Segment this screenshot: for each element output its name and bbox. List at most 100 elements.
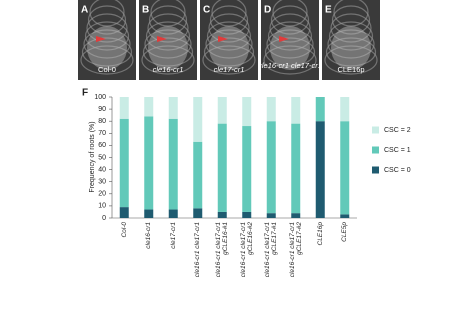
panel-letter: B — [142, 5, 149, 16]
y-axis-label: Frequency of roots (%) — [89, 121, 96, 192]
y-tick-label: 70 — [98, 130, 106, 137]
bar-segment — [340, 97, 350, 122]
legend-swatch — [372, 126, 379, 134]
bar-segment — [144, 97, 154, 117]
legend-swatch — [372, 146, 379, 154]
cell-texture — [266, 29, 314, 59]
arrow — [279, 36, 289, 42]
cell-texture — [142, 37, 194, 67]
y-tick-label: 10 — [98, 203, 106, 210]
y-tick-label: 60 — [98, 142, 106, 149]
cell-texture — [203, 37, 255, 67]
bar-segment — [119, 118, 129, 208]
bar-segment — [315, 121, 325, 218]
arrow — [157, 36, 167, 42]
cell-texture — [86, 13, 128, 43]
bar-segment — [266, 97, 276, 122]
x-tick-label: CLE5p — [341, 222, 349, 242]
cell-texture — [325, 37, 377, 67]
bar-segment — [291, 213, 301, 218]
cell-texture — [327, 29, 375, 59]
cell-texture — [84, 21, 130, 51]
panel-caption: cle17-cr1 — [214, 65, 245, 74]
bar-segment — [291, 123, 301, 214]
cell-texture — [331, 5, 371, 35]
x-tick-label: CLE16p — [316, 222, 324, 246]
cell-texture — [81, 37, 133, 67]
bar-segment — [315, 97, 325, 122]
bar-segment — [168, 97, 178, 119]
bar-segment — [168, 118, 178, 210]
panel-letter: E — [325, 5, 332, 16]
x-tick-label: cle16-cr1 cle17-cr1 gCLE17-#1 — [264, 222, 279, 278]
bar-segment — [242, 211, 252, 218]
cell-texture — [150, 0, 186, 27]
panel-caption: CLE16p — [337, 65, 364, 74]
bar-segment — [217, 123, 227, 212]
cell-texture — [205, 29, 253, 59]
legend-label: CSC = 0 — [384, 167, 411, 174]
arrow — [218, 36, 228, 42]
root-tip — [331, 26, 371, 70]
micrograph — [139, 0, 197, 80]
panel-caption: cle16-cr1 — [153, 65, 184, 74]
cell-texture — [333, 0, 369, 27]
cell-texture — [328, 21, 374, 51]
cell-texture — [211, 0, 247, 27]
x-tick-label: cle16-cr1 — [145, 222, 153, 249]
x-tick-label: cle16-cr1 cle17-cr1 gCLE16-#2 — [239, 222, 254, 278]
y-tick-label: 40 — [98, 166, 106, 173]
cell-texture — [80, 45, 134, 75]
bar-segment — [242, 126, 252, 212]
cell-texture — [145, 21, 191, 51]
x-tick-label: Col-0 — [120, 222, 128, 238]
cell-texture — [270, 5, 310, 35]
bar-segment — [193, 141, 203, 209]
x-tick-label: cle17-cr1 — [169, 222, 177, 249]
root-tip — [87, 26, 127, 70]
cell-texture — [330, 13, 372, 43]
bar-segment — [119, 207, 129, 218]
cell-texture — [269, 13, 311, 43]
cell-texture — [148, 5, 188, 35]
y-tick-label: 30 — [98, 179, 106, 186]
cell-texture — [89, 0, 125, 27]
legend-swatch — [372, 166, 379, 174]
x-tick-label: cle16-cr1 cle17-cr1 — [194, 222, 202, 278]
panel-letter: A — [81, 5, 88, 16]
cell-texture — [83, 29, 131, 59]
bar-segment — [340, 214, 350, 218]
bar-segment — [266, 121, 276, 214]
y-tick-label: 0 — [102, 215, 106, 222]
micrograph — [322, 0, 380, 80]
cell-texture — [208, 13, 250, 43]
panel-caption: Col-0 — [98, 65, 116, 74]
panel-label: F — [82, 88, 88, 99]
bar-segment — [144, 209, 154, 218]
bar-segment — [217, 97, 227, 124]
micrograph — [200, 0, 258, 80]
arrow — [96, 36, 106, 42]
root-tip — [209, 26, 249, 70]
y-tick-label: 50 — [98, 154, 106, 161]
panel-caption: cle16-cr1 cle17-cr1 — [258, 61, 322, 70]
panel-letter: D — [264, 5, 271, 16]
cell-texture — [147, 13, 189, 43]
panel-letter: C — [203, 5, 210, 16]
micrograph — [78, 0, 136, 80]
bar-segment — [193, 97, 203, 142]
bar-segment — [291, 97, 301, 124]
y-tick-label: 100 — [94, 94, 106, 101]
cell-texture — [263, 45, 317, 75]
bar-segment — [168, 209, 178, 218]
bar-segment — [266, 213, 276, 218]
cell-texture — [144, 29, 192, 59]
y-tick-label: 80 — [98, 118, 106, 125]
y-tick-label: 20 — [98, 191, 106, 198]
x-tick-label: cle16-cr1 cle17-cr1 gCLE16-#1 — [215, 222, 230, 278]
y-tick-label: 90 — [98, 106, 106, 113]
bar-segment — [144, 116, 154, 210]
bar-segment — [340, 121, 350, 215]
cell-texture — [206, 21, 252, 51]
